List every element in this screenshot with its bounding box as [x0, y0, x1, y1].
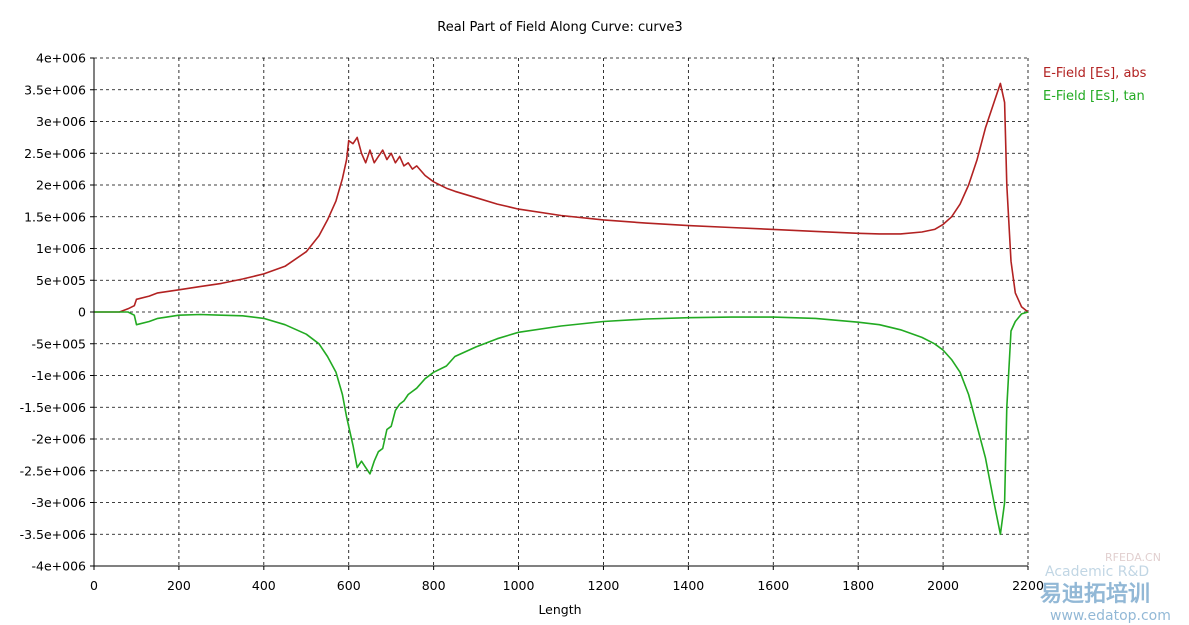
- x-tick-label: 2200: [1012, 578, 1044, 593]
- x-tick-label: 2000: [927, 578, 959, 593]
- x-tick-label: 1200: [588, 578, 620, 593]
- y-tick-label: 2e+006: [36, 178, 86, 193]
- x-tick-label: 1400: [672, 578, 704, 593]
- y-tick-label: 1.5e+006: [24, 209, 86, 224]
- y-tick-label: -3e+006: [32, 495, 87, 510]
- y-tick-label: -2.5e+006: [20, 463, 86, 478]
- y-tick-label: -4e+006: [32, 559, 87, 574]
- y-tick-label: -1e+006: [32, 368, 87, 383]
- watermark-subtitle: RFEDA.CN: [1105, 551, 1161, 564]
- watermark: RFEDA.CN Academic R&D 易迪拓培训 www.edatop.c…: [1040, 551, 1171, 624]
- series-line-0: [94, 82, 1029, 313]
- x-tick-label: 1000: [503, 578, 535, 593]
- watermark-line: Academic R&D: [1045, 564, 1149, 580]
- y-tick-label: -2e+006: [32, 432, 87, 447]
- legend-entry: E-Field [Es], abs: [1043, 66, 1147, 81]
- x-tick-label: 1800: [842, 578, 874, 593]
- watermark-brand: 易迪拓培训: [1040, 581, 1150, 607]
- y-tick-label: 0: [78, 305, 86, 320]
- y-tick-label: 2.5e+006: [24, 146, 86, 161]
- grid-lines: [94, 57, 1029, 566]
- x-tick-label: 0: [90, 578, 98, 593]
- x-tick-label: 600: [337, 578, 361, 593]
- chart-title: Real Part of Field Along Curve: curve3: [437, 20, 682, 35]
- x-tick-label: 1600: [757, 578, 789, 593]
- y-tick-label: 4e+006: [36, 51, 86, 66]
- y-tick-label: -3.5e+006: [20, 527, 86, 542]
- y-tick-label: -1.5e+006: [20, 400, 86, 415]
- x-tick-label: 400: [252, 578, 276, 593]
- watermark-url: www.edatop.com: [1050, 608, 1171, 624]
- y-tick-label: 3.5e+006: [24, 82, 86, 97]
- x-axis-ticks: 0 200 400 600 800 1000 1200 1400 1600 1800 2000 220…: [90, 566, 1044, 593]
- y-tick-label: 5e+005: [36, 273, 86, 288]
- x-tick-label: 800: [422, 578, 446, 593]
- y-tick-label: -5e+005: [32, 336, 87, 351]
- series-line-1: [94, 311, 1029, 536]
- legend-entry: E-Field [Es], tan: [1043, 89, 1145, 104]
- x-axis-label: Length: [538, 602, 581, 617]
- y-axis-ticks: 4e+006 3.5e+006 3e+006 2.5e+006 2e+006 1.5e+0…: [20, 51, 94, 574]
- series-layer: [94, 82, 1029, 536]
- y-tick-label: 1e+006: [36, 241, 86, 256]
- y-tick-label: 3e+006: [36, 114, 86, 129]
- x-tick-label: 200: [167, 578, 191, 593]
- legend: E-Field [Es], abs E-Field [Es], tan: [1043, 66, 1147, 104]
